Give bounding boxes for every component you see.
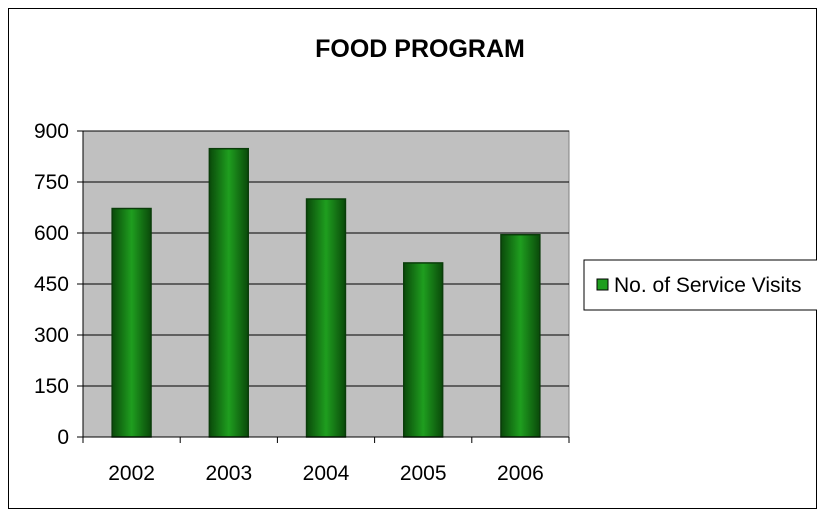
bar-2004 bbox=[305, 198, 347, 438]
bar-2003 bbox=[208, 147, 249, 438]
y-tick-label: 750 bbox=[34, 171, 69, 194]
x-tick-label: 2004 bbox=[303, 462, 350, 485]
x-tick-label: 2003 bbox=[205, 462, 252, 485]
legend-swatch bbox=[596, 278, 609, 291]
bar-2002 bbox=[111, 207, 152, 438]
x-tick-label: 2006 bbox=[497, 462, 544, 485]
x-tick-label: 2005 bbox=[400, 462, 447, 485]
y-tick-label: 0 bbox=[57, 426, 69, 449]
legend-label: No. of Service Visits bbox=[614, 274, 802, 297]
y-tick-label: 450 bbox=[34, 273, 69, 296]
bars bbox=[111, 147, 541, 438]
y-tick-label: 900 bbox=[34, 120, 69, 143]
bar-2005 bbox=[403, 262, 444, 438]
legend: No. of Service Visits bbox=[583, 259, 817, 311]
y-tick-label: 150 bbox=[34, 375, 69, 398]
y-tick-label: 600 bbox=[34, 222, 69, 245]
legend-box bbox=[583, 259, 817, 311]
x-axis: 2002 2003 2004 2005 2006 bbox=[82, 436, 570, 485]
x-tick-label: 2002 bbox=[108, 462, 155, 485]
y-axis: 0 150 300 450 600 750 900 bbox=[34, 120, 84, 449]
y-tick-label: 300 bbox=[34, 324, 69, 347]
bar-2006 bbox=[500, 233, 541, 438]
chart-title: FOOD PROGRAM bbox=[315, 35, 525, 63]
